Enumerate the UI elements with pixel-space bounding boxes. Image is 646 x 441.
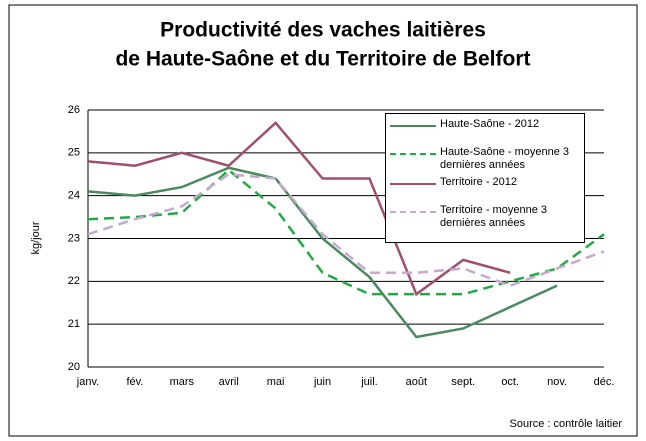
series-line <box>87 168 605 296</box>
y-tick-label: 20 <box>68 361 80 373</box>
y-axis-label: kg/jour <box>30 221 42 254</box>
x-tick-label: avril <box>219 376 239 388</box>
legend-label: Territoire - 2012 <box>440 176 518 188</box>
legend-label: Haute-Saône - 2012 <box>440 118 540 130</box>
series-line <box>87 172 605 287</box>
x-tick-label: oct. <box>501 376 519 388</box>
y-tick-label: 25 <box>68 147 80 159</box>
x-tick-label: juil. <box>360 376 378 388</box>
legend-swatch <box>390 211 436 213</box>
x-tick-label: sept. <box>451 376 475 388</box>
y-tick-label: 22 <box>68 275 80 287</box>
series-line <box>87 166 558 339</box>
x-tick-label: déc. <box>594 376 615 388</box>
source: Source : contrôle laitier <box>510 418 623 430</box>
x-tick-label: mai <box>267 376 285 388</box>
y-tick-label: 24 <box>68 190 80 202</box>
legend-label: Haute-Saône - moyenne 3 dernières années <box>440 146 570 171</box>
legend: Haute-Saône - 2012 Haute-Saône - moyenne … <box>385 113 585 243</box>
x-tick-label: nov. <box>547 376 567 388</box>
x-tick-label: août <box>406 376 427 388</box>
legend-swatch <box>390 183 436 185</box>
chart-title: Productivité des vaches laitières <box>160 19 486 42</box>
y-tick-label: 21 <box>68 318 80 330</box>
x-tick-label: fév. <box>126 376 143 388</box>
legend-swatch <box>390 153 436 155</box>
x-tick-label: mars <box>170 376 195 388</box>
x-tick-label: juin <box>313 376 331 388</box>
x-tick-label: janv. <box>76 376 99 388</box>
y-tick-label: 26 <box>68 104 80 116</box>
y-tick-label: 23 <box>68 232 80 244</box>
series-line <box>87 121 511 297</box>
legend-swatch <box>390 125 436 127</box>
legend-label: Territoire - moyenne 3 dernières années <box>440 204 547 229</box>
chart-title: de Haute-Saône et du Territoire de Belfo… <box>115 48 530 71</box>
